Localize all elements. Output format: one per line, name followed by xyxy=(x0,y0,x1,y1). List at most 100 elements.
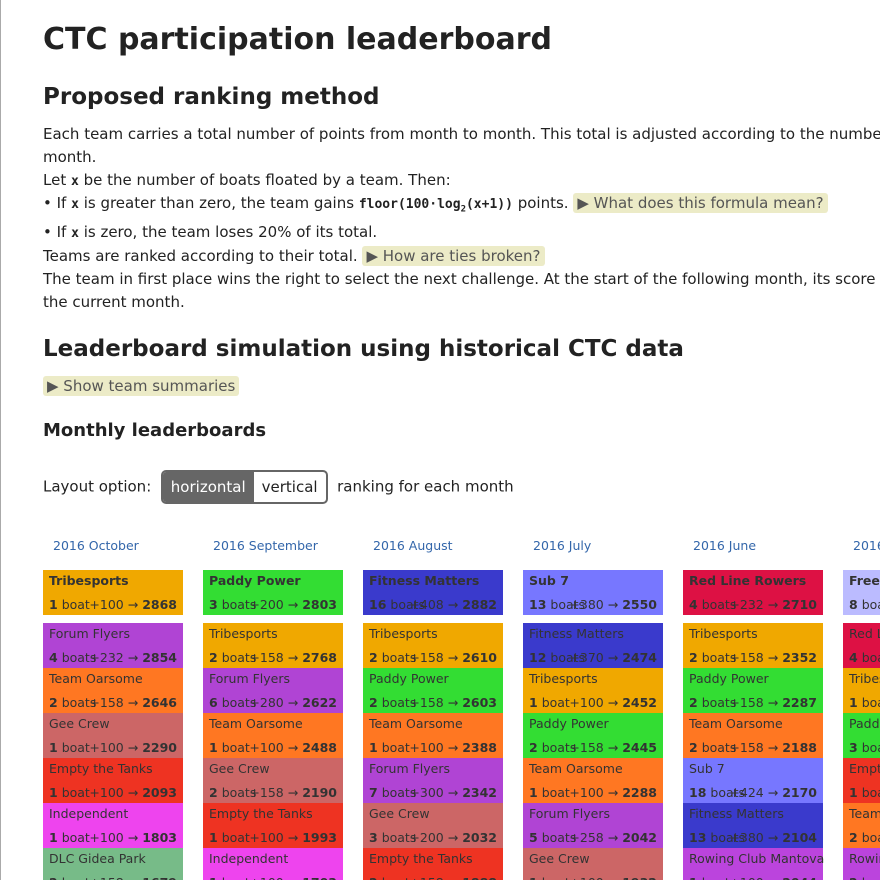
formula: floor(100·log2(x+1)) xyxy=(359,197,513,215)
boats-word: boats xyxy=(381,650,417,665)
score: +232 → 2710 xyxy=(729,597,817,612)
team-entry: Tribesports 1 boat +100 → 2868 xyxy=(43,570,183,615)
arrow: → xyxy=(447,740,459,755)
arrow: → xyxy=(607,785,619,800)
team-name: Forum Flyers xyxy=(209,671,291,686)
team-entry: Gee Crew 1 boat +100 → 2290 xyxy=(43,713,183,758)
month-header[interactable]: 2016 xyxy=(853,538,880,553)
total: 1888 xyxy=(462,875,497,880)
arrow: → xyxy=(127,785,139,800)
gain: +200 xyxy=(409,830,444,845)
boats: 1 xyxy=(529,785,538,800)
arrow: → xyxy=(607,740,619,755)
month-header[interactable]: 2016 August xyxy=(373,538,453,553)
boats: 3 xyxy=(369,830,378,845)
boat-count: 1 boa xyxy=(849,695,880,710)
team-name: Team Oarsome xyxy=(529,761,623,776)
boats: 13 xyxy=(529,597,547,612)
gain: +100 xyxy=(89,597,124,612)
score: +158 → 2188 xyxy=(729,740,817,755)
boats: 1 xyxy=(49,830,58,845)
button-row: ▶ Show team summaries xyxy=(43,375,240,398)
text: is greater than zero, the team gains xyxy=(78,194,359,212)
arrow: → xyxy=(287,695,299,710)
score: +100 → 1803 xyxy=(89,830,177,845)
team-entry: Empty the Tanks 1 boat +100 → 2093 xyxy=(43,758,183,803)
boats-word: boat xyxy=(221,740,250,755)
boats: 3 xyxy=(849,740,858,755)
boat-count: 1 boat xyxy=(49,785,90,800)
month-header[interactable]: 2016 October xyxy=(53,538,139,553)
total: 2474 xyxy=(622,650,657,665)
boats-word: boats xyxy=(61,650,97,665)
boat-count: 2 boats xyxy=(529,740,576,755)
gain: +380 xyxy=(569,597,604,612)
boats-word: boat xyxy=(221,830,250,845)
team-name: Paddy Power xyxy=(529,716,609,731)
total: 2042 xyxy=(622,830,657,845)
boats: 2 xyxy=(369,875,378,880)
score: +158 → 2190 xyxy=(249,785,337,800)
team-entry: Fitness Matters 13 boats +380 → 2104 xyxy=(683,803,823,848)
boats: 2 xyxy=(689,650,698,665)
disclosure-button[interactable]: ▶ Show team summaries xyxy=(43,376,240,396)
boats-word: boat xyxy=(541,785,570,800)
arrow: → xyxy=(287,830,299,845)
boat-count: 1 boat xyxy=(369,740,410,755)
team-entry: Independent 1 boat +100 → 1803 xyxy=(43,803,183,848)
boats: 3 xyxy=(209,597,218,612)
team-name: Rowing Club Mantova xyxy=(689,851,825,866)
total: 2488 xyxy=(302,740,337,755)
total: 1679 xyxy=(142,875,177,880)
total: 2622 xyxy=(302,695,337,710)
team-name: DLC Gidea Park xyxy=(49,851,146,866)
boats-word: boats xyxy=(550,650,586,665)
gain: +158 xyxy=(89,875,123,880)
boat-count: 4 boats xyxy=(49,650,96,665)
gain: +158 xyxy=(729,650,764,665)
boats-word: boats xyxy=(550,597,586,612)
boats: 5 xyxy=(529,830,538,845)
month-header[interactable]: 2016 June xyxy=(693,538,757,553)
score: +258 → 2042 xyxy=(569,830,657,845)
label: Layout option: xyxy=(43,477,152,496)
score: +158 → 2352 xyxy=(729,650,817,665)
variable: x xyxy=(71,226,79,241)
score: +300 → 2342 xyxy=(409,785,497,800)
toggle-option[interactable]: vertical xyxy=(261,478,318,496)
team-entry: Tribesports 1 boat +100 → 2452 xyxy=(523,668,663,713)
gain: +158 xyxy=(409,875,443,880)
boats: 1 xyxy=(849,695,858,710)
gain: +100 xyxy=(249,875,283,880)
month-header[interactable]: 2016 September xyxy=(213,538,318,553)
arrow: → xyxy=(767,650,779,665)
variable: x xyxy=(71,197,79,212)
boats-word: boat xyxy=(61,740,90,755)
total: 2803 xyxy=(302,597,337,612)
arrow: → xyxy=(287,785,299,800)
total: 2710 xyxy=(782,597,817,612)
arrow: → xyxy=(767,785,779,800)
toggle-option[interactable]: horizontal xyxy=(162,472,254,502)
month-header[interactable]: 2016 July xyxy=(533,538,592,553)
disclosure-button[interactable]: ▶ What does this formula mean? xyxy=(573,193,828,213)
arrow: → xyxy=(287,650,299,665)
paragraph: month. xyxy=(43,148,97,166)
team-entry: Tribesports 2 boats +158 → 2352 xyxy=(683,623,823,668)
boat-count: 2 b xyxy=(849,875,870,880)
boat-count: 1 boat xyxy=(209,830,250,845)
total: 2170 xyxy=(782,785,817,800)
bullet: • If x is greater than zero, the team ga… xyxy=(43,192,828,222)
boat-count: 4 boa xyxy=(849,650,880,665)
team-entry: Forum Flyers 7 boats +300 → 2342 xyxy=(363,758,503,803)
boat-count: 1 boat xyxy=(49,740,90,755)
score: +100 → 2044 xyxy=(729,875,817,880)
team-entry: Team Oarsome 1 boat +100 → 2488 xyxy=(203,713,343,758)
team-entry: Team 2 boa xyxy=(843,803,880,848)
disclosure-button[interactable]: ▶ How are ties broken? xyxy=(362,246,545,266)
arrow: → xyxy=(607,695,619,710)
boats-word: boats xyxy=(701,695,737,710)
boat-count: 13 boats xyxy=(529,597,585,612)
boats-word: boa xyxy=(861,785,880,800)
